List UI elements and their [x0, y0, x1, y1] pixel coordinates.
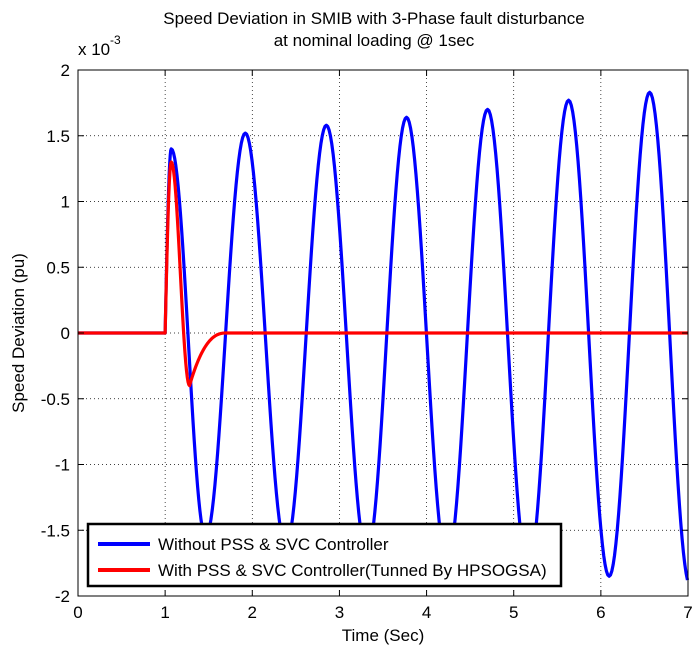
- legend-label-with-pss: With PSS & SVC Controller(Tunned By HPSO…: [158, 561, 547, 580]
- y-tick-label: 1.5: [46, 127, 70, 146]
- axis-ticks: 0 1 2 3 4 5 6 7 2 1.5 1 0.5 0 -0.5 -1 -1.5 -2: [41, 61, 692, 622]
- y-tick-label: 1: [61, 193, 70, 212]
- series-lines: [78, 90, 690, 581]
- y-multiplier: x 10 -3: [78, 33, 121, 59]
- x-tick-label: 3: [335, 603, 344, 622]
- legend-box: [86, 522, 563, 588]
- chart-title-line2: at nominal loading @ 1sec: [274, 31, 475, 50]
- y-tick-label: 2: [61, 61, 70, 80]
- y-tick-label: 0: [61, 324, 70, 343]
- x-tick-label: 7: [683, 603, 692, 622]
- y-multiplier-exponent: -3: [110, 33, 121, 47]
- y-tick-label: -1.5: [41, 521, 70, 540]
- series-without-pss-line: [78, 90, 690, 581]
- x-tick-label: 2: [248, 603, 257, 622]
- y-tick-label: -2: [55, 587, 70, 606]
- series-with-pss-line: [78, 160, 688, 388]
- x-axis-label: Time (Sec): [342, 626, 425, 645]
- y-tick-label: -0.5: [41, 390, 70, 409]
- x-tick-label: 1: [160, 603, 169, 622]
- legend-label-without-pss: Without PSS & SVC Controller: [158, 535, 389, 554]
- legend: Without PSS & SVC Controller With PSS & …: [86, 522, 563, 588]
- y-multiplier-base: x 10: [78, 40, 110, 59]
- chart-title-line1: Speed Deviation in SMIB with 3-Phase fau…: [163, 9, 584, 28]
- y-tick-label: -1: [55, 456, 70, 475]
- y-axis-label: Speed Deviation (pu): [9, 253, 28, 413]
- x-tick-label: 5: [509, 603, 518, 622]
- x-tick-label: 4: [422, 603, 431, 622]
- x-tick-label: 6: [596, 603, 605, 622]
- y-tick-label: 0.5: [46, 258, 70, 277]
- x-tick-label: 0: [73, 603, 82, 622]
